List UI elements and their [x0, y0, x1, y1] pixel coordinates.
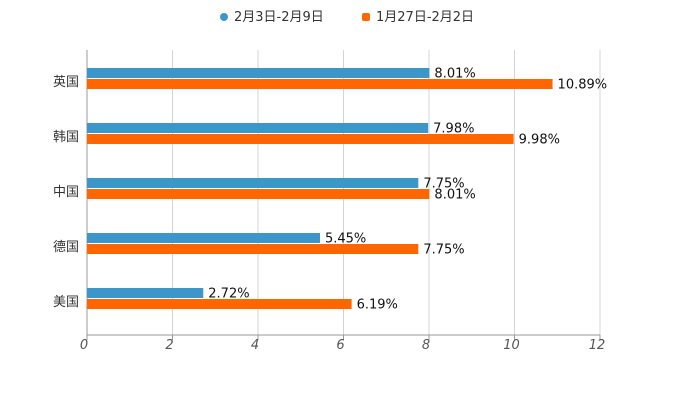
y-category-label: 中国: [53, 185, 79, 200]
data-label: 7.75%: [423, 243, 464, 258]
bar-series-1: [87, 68, 430, 78]
bar-series-2: [87, 299, 352, 309]
x-tick-label: 4: [251, 338, 259, 353]
x-tick-label: 12: [589, 338, 606, 353]
bar-series-2: [87, 134, 514, 144]
bar-series-1: [87, 123, 429, 133]
x-tick-label: 8: [422, 338, 430, 353]
legend-label-series-2: 1月27日-2月2日: [376, 10, 475, 25]
legend-marker-series-2: [362, 12, 370, 21]
data-label: 8.01%: [434, 67, 475, 82]
data-label: 2.72%: [208, 287, 249, 302]
legend-item-series-2[interactable]: 1月27日-2月2日: [362, 6, 474, 25]
bar-series-2: [87, 189, 430, 199]
bar-series-2: [87, 244, 419, 254]
legend-item-series-1[interactable]: 2月3日-2月9日: [220, 6, 324, 25]
x-tick-label: 10: [503, 338, 520, 353]
data-label: 7.98%: [433, 122, 474, 137]
x-tick-label: 0: [80, 338, 88, 353]
bar-series-1: [87, 233, 320, 243]
y-category-label: 英国: [53, 75, 79, 90]
data-label: 9.98%: [519, 133, 560, 148]
bar-series-1: [87, 178, 419, 188]
legend-marker-series-1: [220, 12, 228, 21]
bar-series-2: [87, 79, 553, 89]
x-tick-label: 6: [336, 338, 344, 353]
legend: 2月3日-2月9日 1月27日-2月2日: [0, 4, 700, 25]
y-category-label: 美国: [53, 295, 79, 310]
data-label: 8.01%: [434, 188, 475, 203]
y-category-label: 德国: [53, 240, 79, 255]
data-label: 5.45%: [325, 232, 366, 247]
legend-label-series-1: 2月3日-2月9日: [234, 10, 324, 25]
x-tick-label: 2: [165, 338, 173, 353]
data-label: 10.89%: [558, 78, 608, 93]
data-label: 7.75%: [423, 177, 464, 192]
bar-series-1: [87, 288, 204, 298]
data-label: 6.19%: [357, 298, 398, 313]
y-category-label: 韩国: [53, 130, 79, 145]
